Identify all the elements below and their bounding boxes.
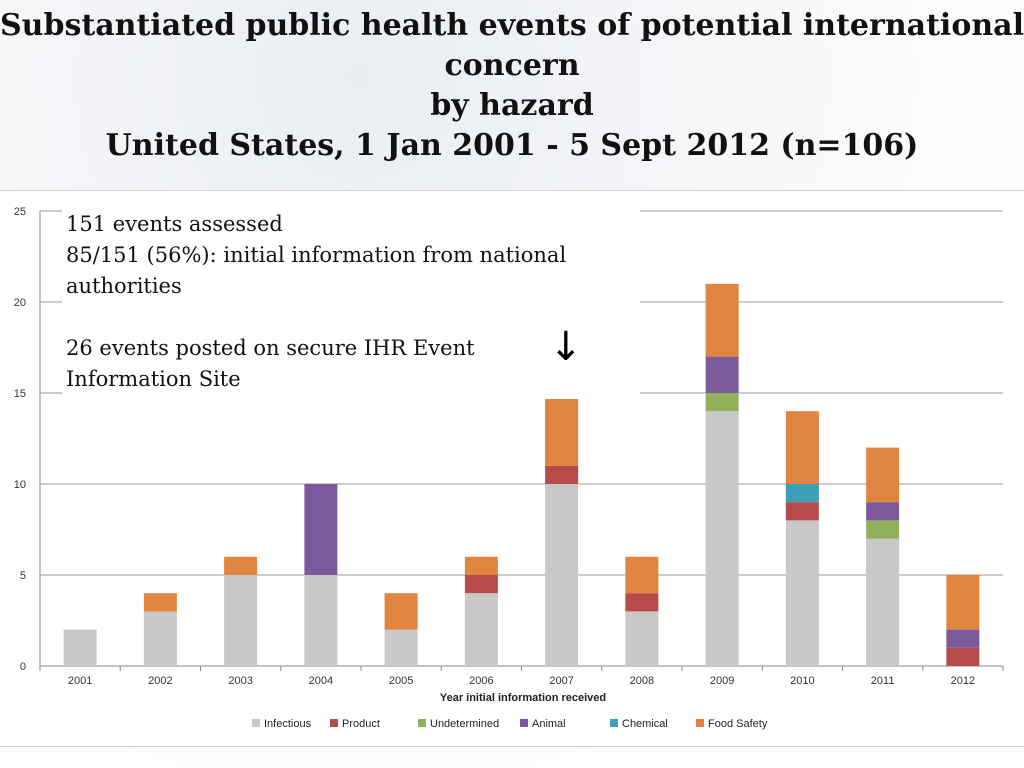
- title-line: by hazard: [430, 88, 594, 123]
- bar-segment-food-safety: [625, 556, 659, 594]
- x-tick-label: 2009: [710, 675, 734, 687]
- legend-swatch: [252, 719, 260, 727]
- y-tick-label: 0: [20, 661, 26, 673]
- x-tick-label: 2001: [68, 675, 92, 687]
- bar-segment-product: [545, 465, 579, 484]
- bar-segment-product: [625, 593, 659, 612]
- x-axis-title: Year initial information received: [440, 692, 606, 704]
- x-tick-label: 2007: [549, 675, 573, 687]
- bar-segment-infectious: [464, 593, 498, 666]
- legend-label: Infectious: [264, 718, 312, 730]
- legend-label: Food Safety: [708, 718, 768, 730]
- annotation-line: 26 events posted on secure IHR Event: [66, 336, 475, 360]
- bar-segment-food-safety: [705, 283, 739, 357]
- y-tick-label: 20: [14, 297, 26, 309]
- bar-segment-infectious: [224, 575, 258, 666]
- bar-segment-infectious: [705, 411, 739, 666]
- bar-segment-infectious: [866, 538, 900, 666]
- annotation-line: 151 events assessed: [66, 212, 283, 236]
- y-tick-label: 5: [20, 570, 26, 582]
- legend-swatch: [696, 719, 704, 727]
- annotation-box: 151 events assessed 85/151 (56%): initia…: [62, 209, 640, 399]
- bar-segment-animal: [946, 629, 980, 648]
- bar-segment-chemical: [785, 484, 819, 503]
- bar-segment-animal: [705, 356, 739, 393]
- stacked-bar-chart: 0 5 10 15 20 25 2001 2002 2003 2004 2005 2006 2007 20…: [14, 206, 1004, 730]
- x-tick-label: 2005: [389, 675, 413, 687]
- bar-segment-infectious: [304, 575, 338, 666]
- bar-segment-food-safety: [464, 556, 498, 575]
- bar-segment-infectious: [785, 520, 819, 666]
- bar-segment-food-safety: [384, 593, 418, 630]
- title-line: concern: [444, 48, 580, 83]
- y-tick-label: 15: [14, 388, 26, 400]
- legend-swatch: [330, 719, 338, 727]
- bar-segment-product: [946, 647, 980, 666]
- bar-segment-infectious: [143, 611, 177, 666]
- legend-label: Chemical: [622, 718, 668, 730]
- legend-swatch: [610, 719, 618, 727]
- legend-label: Undetermined: [430, 718, 499, 730]
- legend-label: Product: [342, 718, 380, 730]
- annotation-line: authorities: [66, 274, 182, 298]
- bar-segment-food-safety: [785, 411, 819, 484]
- annotation-line: Information Site: [66, 367, 241, 391]
- x-tick-label: 2011: [871, 675, 895, 687]
- x-tick-label: 2012: [951, 675, 975, 687]
- legend-swatch: [520, 719, 528, 727]
- title-line: United States, 1 Jan 2001 - 5 Sept 2012 …: [105, 128, 919, 163]
- x-tick-label: 2010: [790, 675, 814, 687]
- bar-segment-undetermined: [866, 520, 900, 539]
- y-tick-label: 25: [14, 206, 26, 218]
- chart-panel: 0 5 10 15 20 25 2001 2002 2003 2004 2005 2006 2007 20…: [0, 190, 1024, 747]
- x-tick-label: 2004: [309, 675, 333, 687]
- title-line: Substantiated public health events of po…: [0, 8, 1024, 43]
- bar-segment-undetermined: [705, 393, 739, 412]
- bar-segment-food-safety: [946, 575, 980, 630]
- legend-label: Animal: [532, 718, 566, 730]
- legend-swatch: [418, 719, 426, 727]
- bar-segment-animal: [866, 502, 900, 521]
- y-tick-label: 10: [14, 479, 26, 491]
- x-tick-label: 2008: [630, 675, 654, 687]
- x-tick-label: 2006: [469, 675, 493, 687]
- bar-segment-infectious: [545, 484, 579, 666]
- bar-segment-animal: [304, 484, 338, 575]
- bar-segment-infectious: [384, 629, 418, 666]
- slide-title: Substantiated public health events of po…: [0, 6, 1024, 166]
- x-tick-label: 2003: [228, 675, 252, 687]
- bar-segment-food-safety: [224, 556, 258, 575]
- bar-segment-food-safety: [143, 593, 177, 612]
- down-arrow-icon: ↓: [549, 324, 583, 370]
- annotation-line: 85/151 (56%): initial information from n…: [66, 243, 567, 267]
- bar-segment-product: [464, 575, 498, 594]
- bar-segment-food-safety: [866, 447, 900, 503]
- bar-segment-infectious: [63, 629, 97, 666]
- x-tick-label: 2002: [148, 675, 172, 687]
- bar-segment-food-safety: [545, 398, 579, 466]
- bar-segment-infectious: [625, 611, 659, 666]
- bar-segment-product: [785, 502, 819, 521]
